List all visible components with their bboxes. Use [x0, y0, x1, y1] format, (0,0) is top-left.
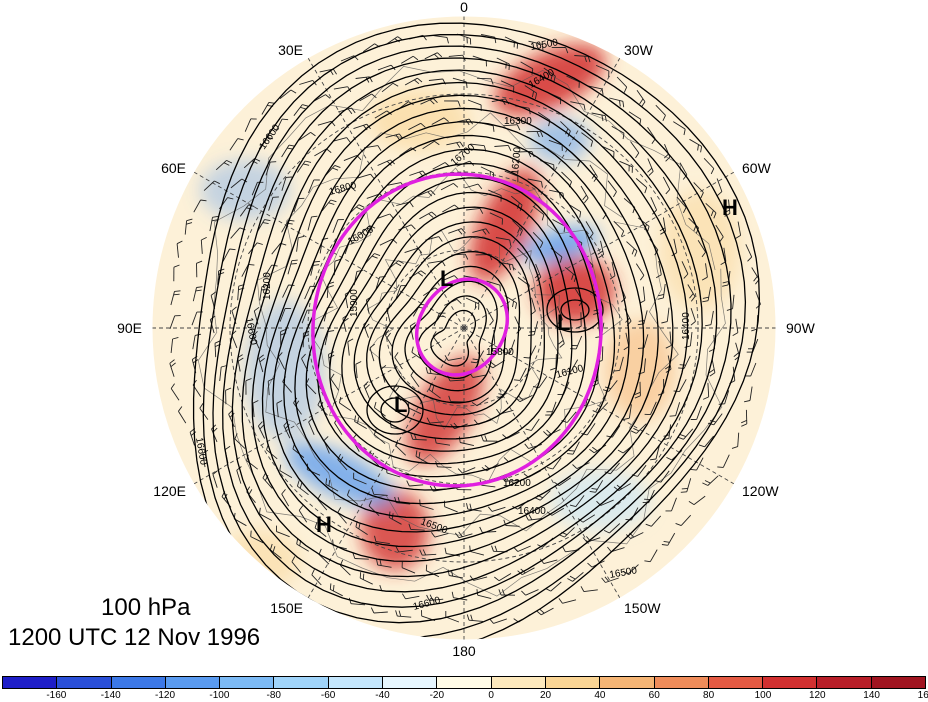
colorbar-swatch	[491, 677, 546, 688]
lon-label-60w: 60W	[742, 160, 772, 176]
colorbar-tick-label: 80	[703, 690, 715, 701]
longitude-labels: 0 30W 60W 90W 120W 150W 180 150E 120E 90…	[117, 0, 815, 659]
colorbar-tick-label: -20	[429, 690, 445, 701]
colorbar-swatch	[220, 677, 275, 688]
colorbar-swatch	[111, 677, 166, 688]
colorbar-tick-label: -100	[209, 690, 230, 701]
contour-label: 16500	[609, 565, 639, 581]
contour-label: 16200	[510, 146, 523, 175]
contour-label: 15900	[349, 289, 360, 317]
lon-label-30e: 30E	[278, 42, 303, 58]
colorbar-swatch	[708, 677, 764, 688]
colorbar-tick-label: 60	[648, 690, 660, 701]
colorbar-tick-label: -120	[155, 690, 176, 701]
contour-label: 16600	[243, 317, 259, 347]
colorbar-swatch	[817, 677, 872, 688]
inner-highlight-circle	[414, 277, 510, 377]
low-center-marker: L	[557, 310, 570, 335]
contour-label: 16500	[530, 37, 560, 53]
colorbar-swatch	[763, 677, 818, 688]
lon-label-90w: 90W	[786, 320, 816, 336]
colorbar-swatch	[871, 677, 926, 688]
valid-time-title: 1200 UTC 12 Nov 1996	[8, 624, 261, 651]
lon-label-180: 180	[452, 643, 476, 659]
contour-label: 16400	[681, 312, 692, 340]
outer-highlight-circle	[311, 172, 603, 488]
height-contours	[192, 22, 761, 640]
lon-label-0: 0	[460, 0, 468, 15]
colorbar	[2, 676, 926, 689]
highlight-circles	[311, 172, 603, 488]
lon-label-120e: 120E	[153, 483, 186, 499]
lon-label-90e: 90E	[117, 320, 142, 336]
contour-label: 16300	[504, 116, 532, 127]
lon-label-60e: 60E	[161, 160, 186, 176]
pressure-centers: H H L L L	[316, 195, 738, 537]
colorbar-swatch	[165, 677, 221, 688]
colorbar-tick-label: 120	[808, 690, 826, 701]
colorbar-swatch	[600, 677, 655, 688]
lon-label-120w: 120W	[742, 483, 779, 499]
lon-label-150w: 150W	[624, 600, 661, 616]
colorbar-tick-label: -40	[375, 690, 390, 701]
lon-label-30w: 30W	[624, 42, 654, 58]
colorbar-tick-label: 100	[754, 690, 772, 701]
map-boundary	[151, 15, 777, 641]
contour-label: 15800	[486, 347, 514, 358]
colorbar-tick-labels: -160 -140 -120 -100 -80 -60 -40 -20 0 20 40 60 80 100…	[0, 690, 928, 702]
colorbar-swatch	[545, 677, 601, 688]
contour-label: 16200	[262, 272, 273, 300]
colorbar-tick-label: -140	[100, 690, 121, 701]
colorbar-tick-label: 160	[917, 690, 928, 701]
colorbar-tick-label: 140	[863, 690, 880, 701]
colorbar-tick-label: 40	[594, 690, 606, 701]
colorbar-tick-label: 20	[539, 690, 552, 701]
colorbar-swatch	[437, 677, 492, 688]
high-center-marker: H	[316, 512, 332, 537]
colorbar-tick-label: -60	[320, 690, 336, 701]
contour-label: 16600	[193, 437, 209, 467]
colorbar-swatch	[57, 677, 112, 688]
low-center-marker: L	[394, 392, 407, 417]
high-center-marker: H	[722, 195, 738, 220]
colorbar-swatch	[654, 677, 709, 688]
colorbar-tick-label: -80	[266, 690, 281, 701]
colorbar-tick-label: -160	[46, 690, 67, 701]
colorbar-tick-label: 0	[488, 690, 494, 701]
colorbar-swatch	[383, 677, 438, 688]
colorbar-swatch	[3, 677, 58, 688]
colorbar-swatch	[274, 677, 329, 688]
lon-label-150e: 150E	[270, 600, 303, 616]
contour-label: 16200	[503, 478, 531, 489]
low-center-marker: L	[440, 266, 453, 291]
pressure-level-title: 100 hPa	[101, 594, 191, 621]
colorbar-swatch	[328, 677, 384, 688]
contour-label: 16400	[518, 506, 546, 517]
